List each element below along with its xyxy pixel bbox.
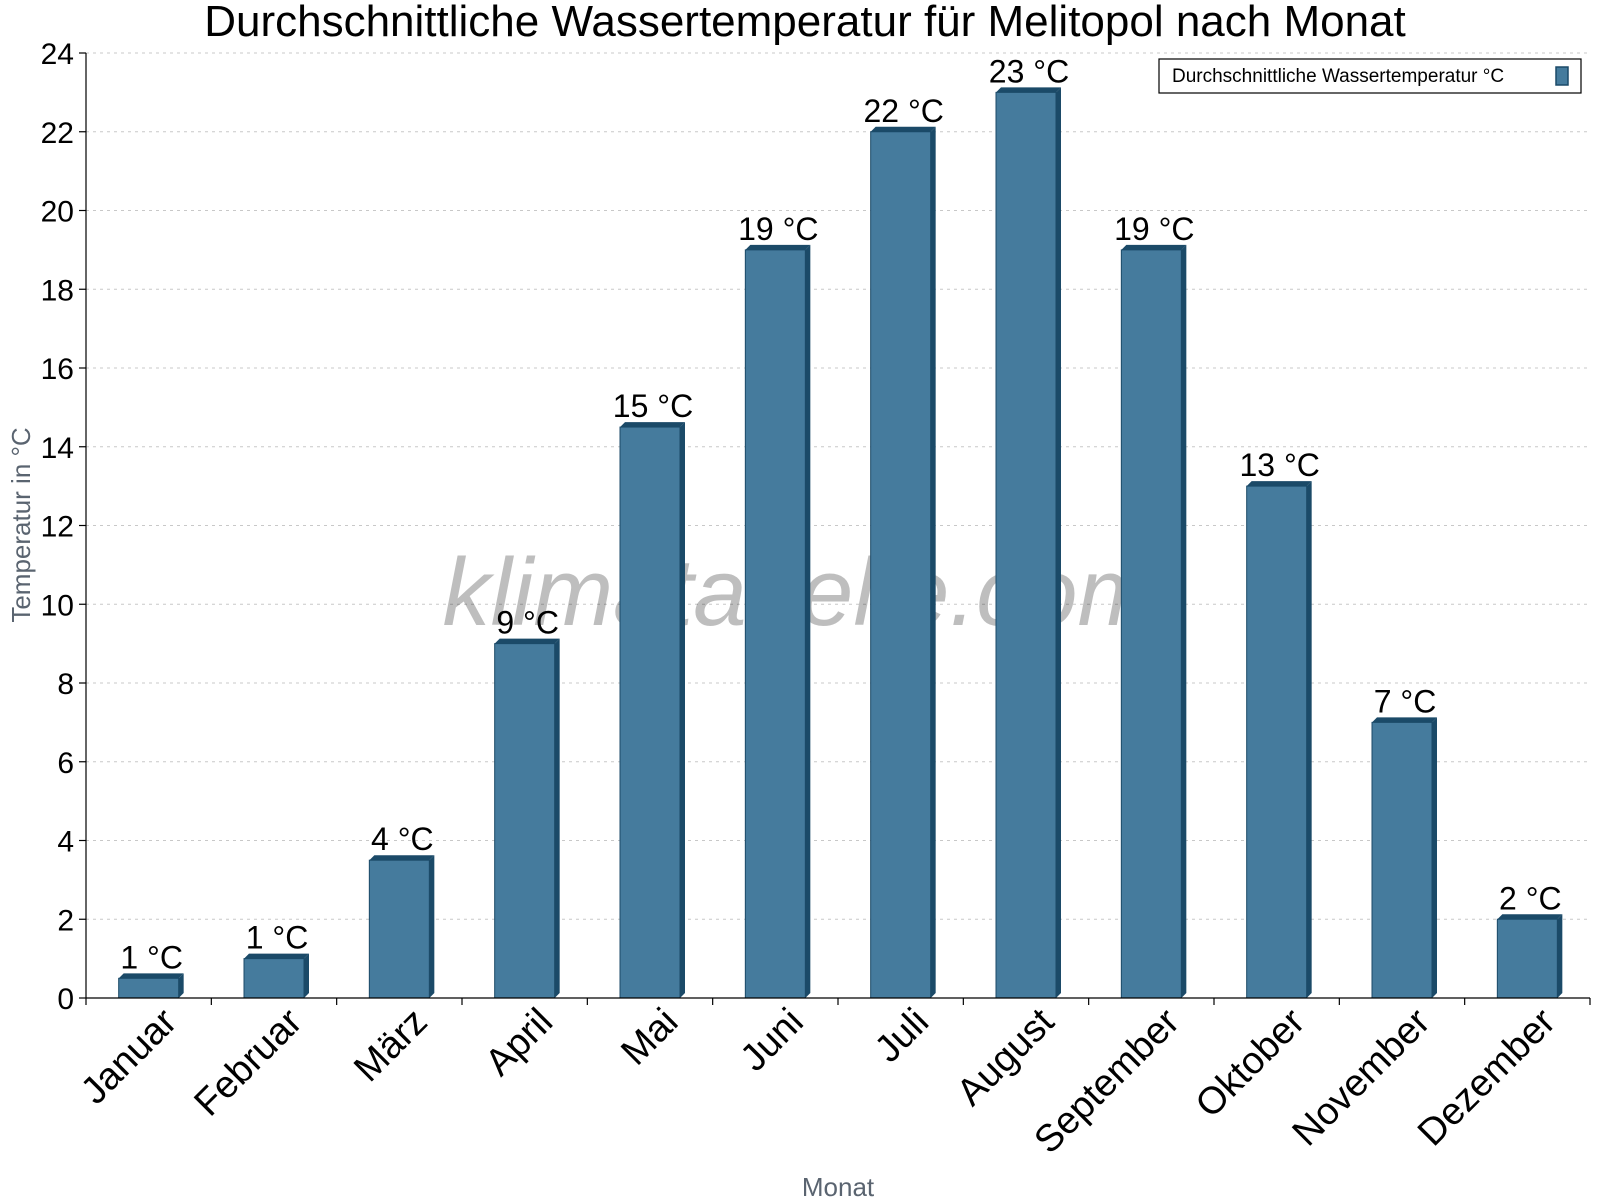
y-tick-label: 20 <box>41 196 74 229</box>
bar-side <box>1181 244 1187 998</box>
data-label: 9 °C <box>496 605 559 641</box>
y-tick-label: 24 <box>41 38 74 71</box>
data-label: 19 °C <box>738 211 818 247</box>
data-label: 19 °C <box>1114 211 1194 247</box>
bar-top <box>1246 481 1312 487</box>
data-label: 7 °C <box>1374 683 1437 719</box>
axes <box>79 52 1591 1005</box>
bar-april <box>494 638 560 999</box>
y-tick-label: 22 <box>41 117 74 150</box>
y-tick-label: 0 <box>57 983 74 1016</box>
legend-label: Durchschnittliche Wassertemperatur °C <box>1172 66 1504 87</box>
y-tick-label: 2 <box>57 904 74 937</box>
data-label: 2 °C <box>1499 880 1562 916</box>
bar-face <box>368 859 430 999</box>
bar-november <box>1371 717 1437 999</box>
bar-side <box>805 244 811 998</box>
data-label: 15 °C <box>613 388 693 424</box>
bar-face <box>118 977 180 999</box>
x-tick-label: Mai <box>613 1001 686 1074</box>
bar-face <box>619 426 681 999</box>
data-label: 1 °C <box>120 939 183 975</box>
y-tick-label: 6 <box>57 747 74 780</box>
x-tick-label: April <box>478 1001 561 1084</box>
y-axis-label: Temperatur in °C <box>6 427 36 622</box>
bar-side <box>1432 717 1437 998</box>
bar-top <box>870 126 936 132</box>
bar-side <box>1056 87 1061 998</box>
x-axis-label: Monat <box>802 1172 875 1200</box>
data-label: 22 °C <box>863 93 943 129</box>
bar-face <box>744 249 806 999</box>
y-tick-label: 10 <box>41 589 74 622</box>
bar-face <box>995 91 1057 999</box>
bar-oktober <box>1246 481 1312 999</box>
bar-dezember <box>1496 914 1563 999</box>
x-tick-label: August <box>949 1000 1063 1114</box>
y-tick-label: 14 <box>41 432 74 465</box>
bar-januar <box>118 973 184 999</box>
chart-title: Durchschnittliche Wassertemperatur für M… <box>204 0 1406 46</box>
bar-face <box>1371 721 1433 999</box>
x-tick-label: März <box>346 1001 435 1090</box>
bar-top <box>244 953 309 959</box>
bar-side <box>429 855 435 998</box>
bar-februar <box>243 953 309 999</box>
bar-top <box>118 973 184 979</box>
bar-face <box>1246 485 1308 999</box>
bar-face <box>870 131 932 999</box>
bar-september <box>1120 244 1187 999</box>
y-tick-label: 18 <box>41 274 74 307</box>
bar-juli <box>870 126 936 999</box>
bar-juni <box>744 244 811 999</box>
y-tick-label: 12 <box>41 511 74 544</box>
bar-märz <box>368 855 435 999</box>
bar-side <box>680 422 685 998</box>
data-label: 13 °C <box>1239 447 1319 483</box>
bar-top <box>1497 914 1563 920</box>
x-tick-labels: Januar Februar März April Mai Juni Juli AugustS… <box>73 1000 1564 1161</box>
bar-side <box>178 973 184 998</box>
bar-top <box>620 422 685 428</box>
bar-mai <box>619 422 685 999</box>
x-tick-label: Dezember <box>1410 1000 1564 1154</box>
legend: Durchschnittliche Wassertemperatur °C <box>1158 58 1582 94</box>
bar-side <box>304 953 309 998</box>
x-tick-label: Juni <box>733 1001 812 1080</box>
x-tick-label: Juli <box>867 1001 937 1071</box>
bar-face <box>494 643 556 999</box>
gridlines <box>86 52 1590 920</box>
bar-top <box>1121 244 1187 250</box>
bar-august <box>995 87 1061 999</box>
y-tick-label: 4 <box>57 826 74 859</box>
bar-face <box>1496 918 1558 999</box>
bar-top <box>996 87 1061 93</box>
bars <box>118 87 1563 999</box>
y-tick-label: 16 <box>41 353 74 386</box>
data-label: 23 °C <box>989 53 1069 89</box>
data-label: 1 °C <box>246 920 309 956</box>
bar-top <box>369 855 435 861</box>
y-tick-label: 8 <box>57 668 74 701</box>
bar-side <box>1557 914 1563 998</box>
data-labels: 1 °C 1 °C 4 °C 9 °C 15 °C 19 °C 22 °C 23 °C 19 °… <box>120 53 1561 975</box>
x-tick-label: Februar <box>187 1000 311 1124</box>
bar-top <box>745 244 811 250</box>
bar-face <box>1120 249 1182 999</box>
legend-swatch <box>1555 66 1569 86</box>
bar-top <box>1372 717 1437 723</box>
bar-side <box>930 126 936 998</box>
x-tick-label: Oktober <box>1188 1000 1314 1126</box>
data-label: 4 °C <box>371 821 434 857</box>
legend-box <box>1158 58 1582 94</box>
bar-face <box>243 958 305 999</box>
x-tick-label: Januar <box>73 1000 185 1112</box>
bar-top <box>494 638 560 644</box>
bar-side <box>554 638 560 998</box>
bar-side <box>1306 481 1312 998</box>
